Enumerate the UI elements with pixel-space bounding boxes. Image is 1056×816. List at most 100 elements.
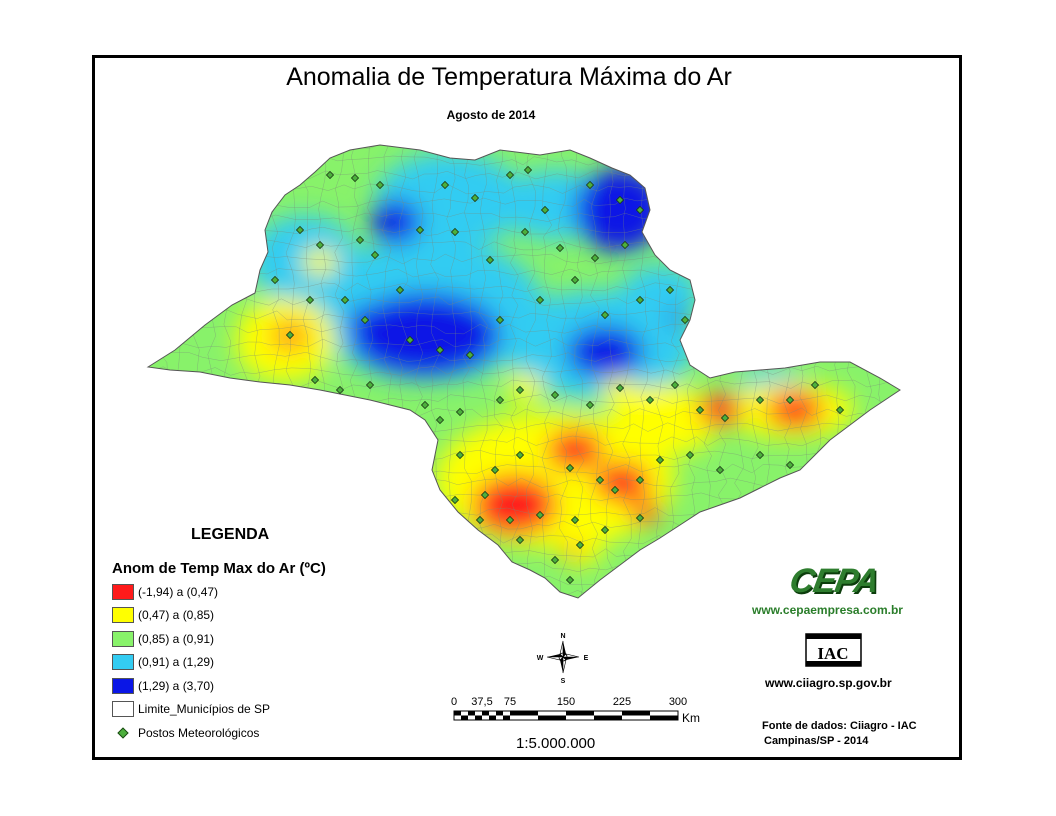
scale-bar-segment — [650, 715, 678, 720]
station-marker — [575, 540, 585, 550]
scale-bar-segment — [475, 715, 482, 720]
station-marker — [615, 195, 625, 205]
station-marker — [395, 285, 405, 295]
station-marker — [665, 285, 675, 295]
station-marker — [340, 295, 350, 305]
iac-logo: IAC — [805, 633, 862, 667]
station-marker — [755, 450, 765, 460]
legend-swatch — [112, 678, 134, 694]
station-marker — [550, 390, 560, 400]
station-marker — [475, 515, 485, 525]
legend-swatch — [112, 631, 134, 647]
legend-label: (-1,94) a (0,47) — [138, 585, 219, 599]
station-marker — [590, 253, 600, 263]
legend-item-class-5: (1,29) a (3,70) — [112, 677, 214, 695]
station-marker-icon — [117, 727, 129, 739]
scale-bar-segment — [510, 711, 538, 716]
south-label: S — [561, 678, 566, 685]
station-marker — [295, 225, 305, 235]
legend-item-class-2: (0,47) a (0,85) — [112, 606, 214, 624]
station-marker — [350, 173, 360, 183]
data-source: Fonte de dados: Ciiagro - IAC — [762, 720, 917, 732]
legend-heading: LEGENDA — [191, 526, 270, 543]
legend-swatch-boundary — [112, 701, 134, 717]
station-marker — [305, 295, 315, 305]
station-marker — [360, 315, 370, 325]
north-arrow-icon — [546, 640, 580, 674]
station-marker — [365, 380, 375, 390]
station-marker — [440, 180, 450, 190]
station-marker — [535, 510, 545, 520]
station-marker — [685, 450, 695, 460]
station-marker — [270, 275, 280, 285]
station-marker — [515, 535, 525, 545]
north-label: N — [560, 633, 565, 640]
legend-label: Limite_Municípios de SP — [138, 702, 271, 716]
weather-stations — [270, 165, 845, 585]
station-marker — [480, 490, 490, 500]
station-marker — [420, 400, 430, 410]
cepa-url: www.cepaempresa.com.br — [752, 603, 903, 617]
station-marker — [310, 375, 320, 385]
station-marker — [635, 295, 645, 305]
station-marker — [505, 170, 515, 180]
scale-bar: 0 37,5 75 150 225 300 — [451, 696, 687, 721]
station-marker — [610, 485, 620, 495]
scale-tick-label: 150 — [557, 696, 575, 708]
station-marker — [570, 275, 580, 285]
station-marker — [515, 450, 525, 460]
legend-item-stations: Postos Meteorológicos — [112, 724, 259, 742]
map-subtitle: Agosto de 2014 — [446, 108, 536, 122]
east-label: E — [584, 655, 589, 662]
station-marker — [720, 413, 730, 423]
station-marker — [355, 235, 365, 245]
legend-item-boundaries: Limite_Municípios de SP — [112, 700, 270, 718]
ciiagro-url: www.ciiagro.sp.gov.br — [765, 676, 892, 690]
scale-tick-label: 225 — [613, 696, 631, 708]
legend-swatch — [112, 607, 134, 623]
station-marker — [325, 170, 335, 180]
station-marker — [785, 460, 795, 470]
station-marker — [523, 165, 533, 175]
station-marker — [680, 315, 690, 325]
station-marker — [540, 205, 550, 215]
station-marker — [595, 475, 605, 485]
legend-label: Postos Meteorológicos — [138, 726, 260, 740]
legend-label: (0,91) a (1,29) — [138, 655, 215, 669]
station-marker — [655, 455, 665, 465]
scale-bar-segment — [622, 711, 650, 716]
station-marker — [635, 475, 645, 485]
station-marker — [715, 465, 725, 475]
station-marker — [470, 193, 480, 203]
legend-item-class-3: (0,85) a (0,91) — [112, 630, 214, 648]
station-marker — [755, 395, 765, 405]
scale-tick-label: 75 — [504, 696, 516, 708]
station-marker — [810, 380, 820, 390]
legend-swatch — [112, 654, 134, 670]
station-marker — [565, 575, 575, 585]
scale-bar-segment — [454, 711, 461, 716]
station-marker — [505, 515, 515, 525]
station-marker — [405, 335, 415, 345]
legend-swatch — [112, 584, 134, 600]
legend-label: (1,29) a (3,70) — [138, 679, 215, 693]
station-marker — [415, 225, 425, 235]
station-marker — [450, 495, 460, 505]
scale-unit: Km — [682, 711, 700, 725]
station-marker — [565, 463, 575, 473]
legend-label: (0,85) a (0,91) — [138, 632, 215, 646]
station-marker — [835, 405, 845, 415]
legend-item-class-4: (0,91) a (1,29) — [112, 653, 214, 671]
station-marker — [585, 180, 595, 190]
scale-bar-segment — [594, 715, 622, 720]
station-marker — [375, 180, 385, 190]
station-marker — [465, 350, 475, 360]
scale-tick-label: 0 — [451, 696, 457, 708]
station-marker — [615, 383, 625, 393]
legend-subheading: Anom de Temp Max do Ar (ºC) — [112, 560, 326, 577]
scale-bar-segment — [503, 715, 510, 720]
station-marker — [635, 205, 645, 215]
station-marker — [645, 395, 655, 405]
station-marker — [635, 513, 645, 523]
